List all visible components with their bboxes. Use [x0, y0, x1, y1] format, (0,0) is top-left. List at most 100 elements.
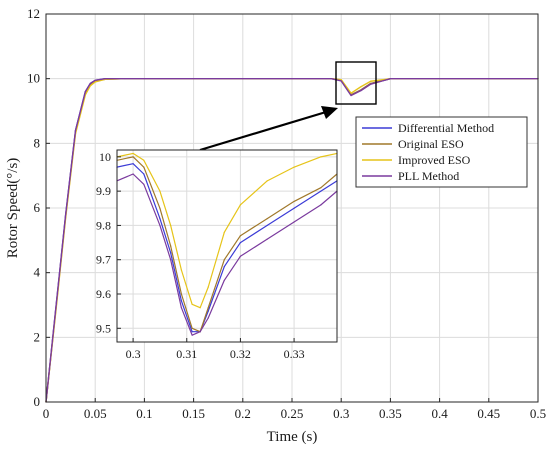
inset-data-point-improved-eso	[239, 204, 242, 206]
inset-data-point-pll-method	[239, 255, 242, 257]
main-data-point-pll-method	[74, 129, 77, 131]
x-tick-label: 0.15	[182, 406, 205, 421]
main-data-point-pll-method	[330, 78, 332, 80]
main-data-point-improved-eso	[350, 92, 352, 94]
zoom-arrow-head	[321, 106, 338, 119]
zoom-arrow-line	[199, 110, 327, 152]
inset-data-point-original-eso	[266, 217, 268, 220]
main-data-point-pll-method	[65, 213, 67, 216]
x-tick-label: 0.05	[84, 406, 107, 421]
main-data-point-pll-method	[143, 78, 145, 80]
x-tick-label: 0.32	[230, 347, 251, 361]
y-tick-label: 10	[27, 71, 40, 86]
x-tick-label: 0.25	[281, 406, 304, 421]
legend: Differential Method Original ESO Improved …	[355, 116, 528, 188]
main-data-point-improved-eso	[340, 79, 342, 81]
inset-data-point-improved-eso	[199, 307, 201, 309]
inset-data-point-pll-method	[266, 238, 268, 240]
y-tick-label: 4	[34, 265, 41, 280]
y-tick-label: 6	[34, 200, 41, 215]
inset-data-point-differential-method	[143, 173, 145, 175]
x-tick-label: 0.3	[126, 347, 141, 361]
inset-data-point-differential-method	[239, 241, 242, 244]
inset-data-point-improved-eso	[132, 152, 134, 155]
inset-plot-frame	[116, 149, 338, 343]
inset-data-point-pll-method	[223, 279, 225, 281]
x-tick-label: 0.5	[530, 406, 546, 421]
x-tick-label: 0.3	[333, 406, 349, 421]
main-data-point-pll-method	[84, 91, 86, 93]
inset-data-point-original-eso	[223, 259, 225, 261]
inset-data-point-original-eso	[143, 166, 145, 168]
inset-data-point-original-eso	[132, 156, 134, 158]
legend-label-pll-method: PLL Method	[398, 169, 459, 183]
x-tick-label: 0	[43, 406, 50, 421]
main-data-point-pll-method	[439, 78, 441, 80]
inset-data-point-improved-eso	[207, 286, 209, 288]
inset-data-point-original-eso	[320, 187, 322, 189]
main-data-point-improved-eso	[360, 86, 362, 88]
inset-data-point-differential-method	[320, 190, 322, 192]
zoom-region-box	[335, 61, 377, 105]
inset-data-point-pll-method	[293, 221, 295, 223]
inset-data-point-pll-method	[199, 331, 201, 333]
x-tick-label: 0.1	[136, 406, 152, 421]
inset-data-point-improved-eso	[159, 190, 161, 192]
inset-data-point-pll-method	[159, 224, 161, 227]
inset-x-ticks: 0.3 0.31 0.32 0.33	[126, 338, 305, 361]
y-tick-label: 0	[34, 394, 41, 409]
inset-data-point-improved-eso	[191, 303, 193, 305]
main-data-point-pll-method	[55, 307, 57, 309]
inset-data-point-original-eso	[239, 235, 242, 237]
main-data-point-pll-method	[89, 82, 91, 85]
y-tick-label: 9.7	[96, 253, 111, 267]
y-tick-label: 9.6	[96, 287, 111, 301]
x-tick-label: 0.31	[176, 347, 197, 361]
inset-data-point-differential-method	[223, 265, 225, 268]
legend-label-differential-method: Differential Method	[398, 121, 494, 135]
main-data-point-improved-eso	[370, 80, 372, 82]
main-y-ticks: 0 2 4 6 8 10 12	[27, 6, 50, 409]
x-tick-label: 0.35	[379, 406, 402, 421]
y-tick-label: 12	[27, 6, 40, 21]
main-data-point-pll-method	[340, 80, 342, 82]
inset-data-point-improved-eso	[320, 156, 322, 158]
y-tick-label: 9.8	[96, 218, 111, 232]
main-data-point-pll-method	[370, 83, 372, 85]
main-data-point-pll-method	[94, 79, 96, 81]
inset-data-point-differential-method	[170, 252, 172, 254]
y-tick-label: 8	[34, 135, 41, 150]
inset-data-point-pll-method	[320, 204, 322, 206]
inset-data-point-improved-eso	[266, 180, 268, 182]
y-tick-label: 9.9	[96, 184, 111, 198]
y-tick-label: 9.5	[96, 321, 111, 335]
legend-label-original-eso: Original ESO	[398, 137, 464, 151]
main-data-point-pll-method	[104, 78, 106, 80]
main-data-point-pll-method	[360, 90, 362, 92]
x-tick-label: 0.4	[431, 406, 448, 421]
inset-data-point-original-eso	[207, 307, 209, 309]
y-tick-label: 2	[34, 329, 41, 344]
inset-data-point-pll-method	[143, 183, 145, 185]
main-data-point-improved-eso	[89, 85, 91, 87]
main-data-point-pll-method	[389, 78, 391, 80]
inset-data-point-original-eso	[191, 327, 193, 329]
inset-data-point-differential-method	[132, 163, 134, 165]
inset-data-point-pll-method	[180, 307, 182, 309]
inset-data-point-differential-method	[180, 300, 182, 302]
inset-data-point-improved-eso	[223, 231, 225, 233]
legend-label-improved-eso: Improved ESO	[398, 153, 471, 167]
main-series-group	[45, 77, 539, 403]
inset-data-point-improved-eso	[293, 166, 295, 168]
main-data-point-pll-method	[124, 78, 126, 80]
inset-series-group	[116, 152, 338, 336]
inset-data-point-original-eso	[293, 200, 295, 203]
inset-data-point-improved-eso	[170, 224, 172, 227]
inset-data-point-differential-method	[159, 217, 161, 220]
inset-data-point-original-eso	[159, 207, 161, 209]
inset-data-point-pll-method	[191, 334, 193, 336]
y-tick-label: 10	[99, 150, 111, 164]
inset-data-point-differential-method	[191, 331, 193, 333]
main-data-point-pll-method	[350, 94, 352, 97]
